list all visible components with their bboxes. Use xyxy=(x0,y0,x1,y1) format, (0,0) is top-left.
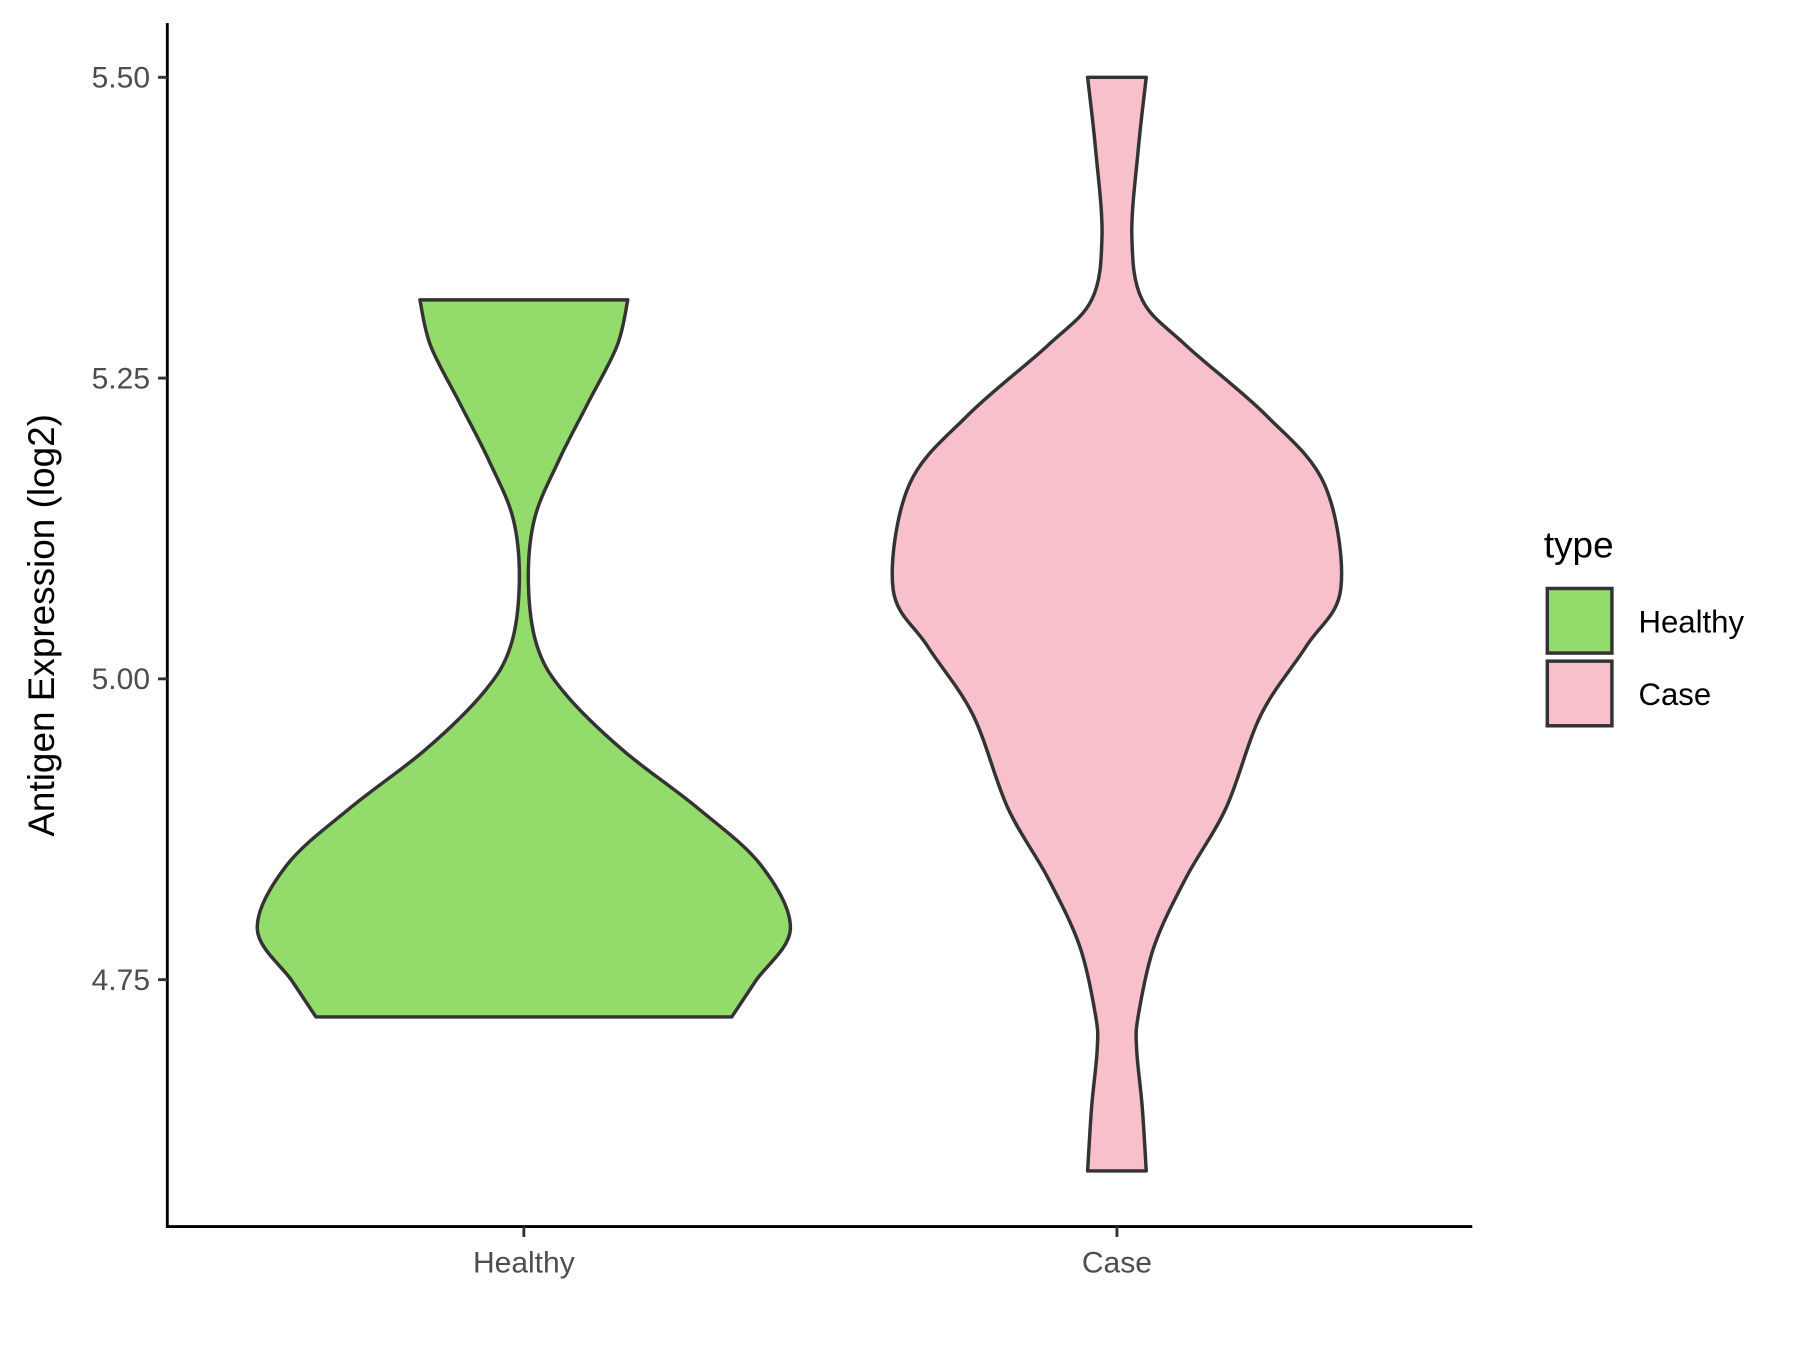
y-tick-label: 5.50 xyxy=(92,62,150,95)
violins xyxy=(255,75,1344,1173)
x-ticks: Healthy Case xyxy=(473,1226,1152,1280)
y-tick-label: 5.25 xyxy=(92,362,150,395)
x-tick-label: Case xyxy=(1082,1247,1152,1280)
legend-title: type xyxy=(1544,524,1614,565)
y-ticks: 4.75 5.00 5.25 5.50 xyxy=(92,62,168,997)
y-tick-label: 5.00 xyxy=(92,663,150,696)
legend-label: Case xyxy=(1638,677,1711,712)
y-tick-label: 4.75 xyxy=(92,964,150,997)
legend-label: Healthy xyxy=(1638,604,1744,639)
legend-key-healthy xyxy=(1545,586,1614,655)
x-tick-label: Healthy xyxy=(473,1247,575,1280)
legend: Healthy Case xyxy=(1545,586,1744,728)
legend-key-case xyxy=(1545,659,1614,728)
y-axis-label: Antigen Expression (log2) xyxy=(21,414,62,837)
violin-healthy xyxy=(255,298,793,1019)
violin-case xyxy=(890,75,1344,1173)
